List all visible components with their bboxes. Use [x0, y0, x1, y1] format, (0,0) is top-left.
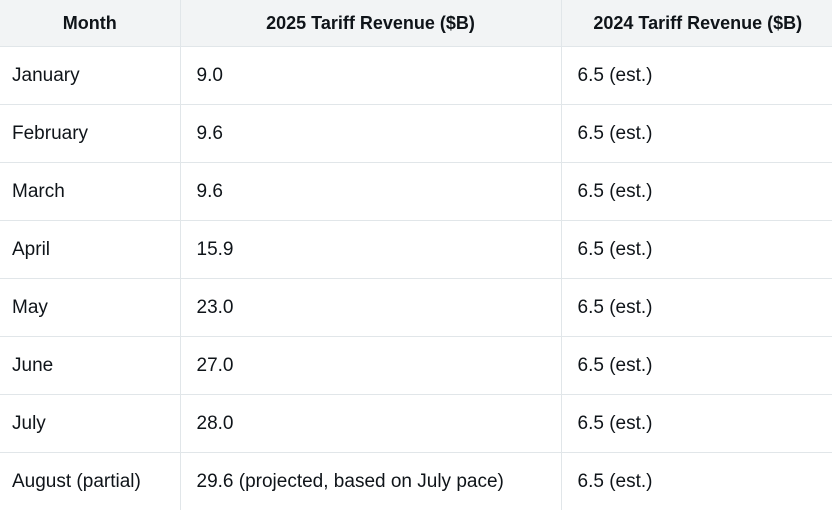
cell-2024-revenue: 6.5 (est.)	[561, 395, 832, 453]
cell-2025-revenue: 15.9	[180, 221, 561, 279]
cell-month: February	[0, 105, 180, 163]
cell-month: June	[0, 337, 180, 395]
cell-month: January	[0, 47, 180, 105]
table-header: Month 2025 Tariff Revenue ($B) 2024 Tari…	[0, 0, 832, 47]
table-row: June 27.0 6.5 (est.)	[0, 337, 832, 395]
cell-2024-revenue: 6.5 (est.)	[561, 47, 832, 105]
table-row: July 28.0 6.5 (est.)	[0, 395, 832, 453]
cell-2025-revenue: 9.6	[180, 105, 561, 163]
table-row: May 23.0 6.5 (est.)	[0, 279, 832, 337]
cell-2024-revenue: 6.5 (est.)	[561, 453, 832, 510]
cell-2025-revenue: 9.0	[180, 47, 561, 105]
header-2025-revenue: 2025 Tariff Revenue ($B)	[180, 0, 561, 47]
cell-month: July	[0, 395, 180, 453]
cell-2024-revenue: 6.5 (est.)	[561, 105, 832, 163]
cell-month: March	[0, 163, 180, 221]
cell-month: April	[0, 221, 180, 279]
header-2024-revenue: 2024 Tariff Revenue ($B)	[561, 0, 832, 47]
table-row: August (partial) 29.6 (projected, based …	[0, 453, 832, 510]
cell-2025-revenue: 27.0	[180, 337, 561, 395]
table-row: March 9.6 6.5 (est.)	[0, 163, 832, 221]
cell-2024-revenue: 6.5 (est.)	[561, 279, 832, 337]
table-row: February 9.6 6.5 (est.)	[0, 105, 832, 163]
cell-2025-revenue: 28.0	[180, 395, 561, 453]
cell-2025-revenue: 9.6	[180, 163, 561, 221]
cell-2024-revenue: 6.5 (est.)	[561, 221, 832, 279]
header-row: Month 2025 Tariff Revenue ($B) 2024 Tari…	[0, 0, 832, 47]
table-row: April 15.9 6.5 (est.)	[0, 221, 832, 279]
table-body: January 9.0 6.5 (est.) February 9.6 6.5 …	[0, 47, 832, 510]
cell-2025-revenue: 23.0	[180, 279, 561, 337]
header-month: Month	[0, 0, 180, 47]
cell-2024-revenue: 6.5 (est.)	[561, 337, 832, 395]
cell-month: May	[0, 279, 180, 337]
cell-2025-revenue: 29.6 (projected, based on July pace)	[180, 453, 561, 510]
cell-2024-revenue: 6.5 (est.)	[561, 163, 832, 221]
table-row: January 9.0 6.5 (est.)	[0, 47, 832, 105]
cell-month: August (partial)	[0, 453, 180, 510]
